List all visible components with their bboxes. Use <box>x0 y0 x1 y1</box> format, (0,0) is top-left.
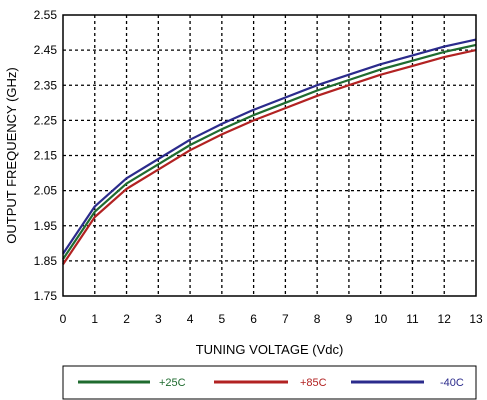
y-tick-labels: 1.75 1.85 1.95 2.05 2.15 2.25 2.35 2.45 2.55 <box>34 8 58 303</box>
x-tick-label: 6 <box>250 312 257 326</box>
y-tick-label: 2.25 <box>34 113 58 127</box>
legend: +25C +85C -40C <box>78 377 464 389</box>
legend-label: +85C <box>300 377 327 389</box>
x-tick-label: 3 <box>155 312 162 326</box>
grid <box>63 15 476 296</box>
y-tick-label: 2.15 <box>34 149 58 163</box>
x-tick-label: 7 <box>282 312 289 326</box>
series-line <box>62 38 477 255</box>
x-tick-label: 12 <box>438 312 452 326</box>
y-tick-label: 2.45 <box>34 43 58 57</box>
x-axis-label: TUNING VOLTAGE (Vdc) <box>196 342 344 357</box>
x-tick-label: 5 <box>219 312 226 326</box>
x-tick-label: 8 <box>314 312 321 326</box>
series-line <box>62 49 477 266</box>
y-tick-label: 1.75 <box>34 289 58 303</box>
x-tick-label: 10 <box>374 312 388 326</box>
x-tick-labels: 0 1 2 3 4 5 6 7 8 9 10 11 12 13 <box>60 312 483 326</box>
x-tick-label: 11 <box>406 312 419 326</box>
plot-frame <box>62 14 477 297</box>
y-tick-label: 1.85 <box>34 254 58 268</box>
y-tick-label: 2.55 <box>34 8 58 22</box>
legend-label: -40C <box>440 377 464 389</box>
y-tick-label: 2.05 <box>34 184 58 198</box>
legend-label: +25C <box>159 377 186 389</box>
x-tick-label: 1 <box>91 312 98 326</box>
series-lines <box>62 38 477 266</box>
x-tick-label: 0 <box>60 312 67 326</box>
x-tick-label: 9 <box>346 312 353 326</box>
x-tick-label: 13 <box>469 312 483 326</box>
x-tick-label: 4 <box>187 312 194 326</box>
series-line <box>62 43 477 260</box>
x-tick-label: 2 <box>123 312 130 326</box>
y-tick-label: 1.95 <box>34 219 58 233</box>
y-tick-label: 2.35 <box>34 78 58 92</box>
y-axis-label: OUTPUT FREQUENCY (GHz) <box>4 67 19 243</box>
